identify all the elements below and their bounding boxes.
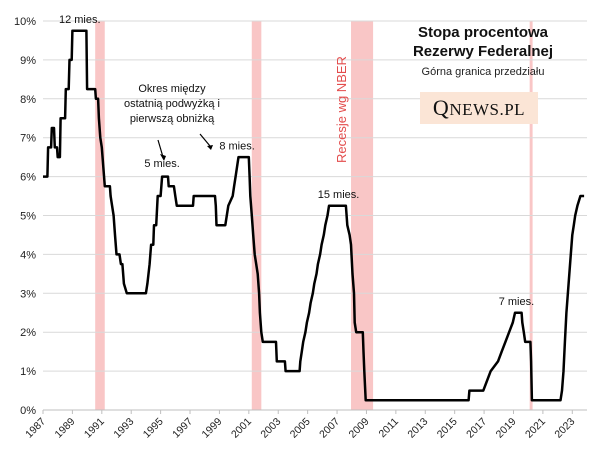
x-tick-label: 2007 — [317, 416, 342, 441]
x-tick-label: 2011 — [377, 416, 402, 441]
arrow-head-8-mies — [207, 145, 213, 150]
y-tick-label: 6% — [20, 172, 36, 184]
arrow-to-5-mies — [157, 139, 164, 158]
rate-series — [43, 29, 585, 402]
x-tick-label: 2005 — [288, 416, 313, 441]
ann-7: 7 mies. — [499, 296, 534, 308]
gridlines — [43, 20, 587, 372]
x-tick-label: 2023 — [552, 416, 577, 441]
note-line-3: pierwszą obniżką — [129, 113, 215, 125]
note-line-1: Okres między — [138, 83, 206, 95]
x-tick-label: 1991 — [82, 416, 107, 441]
y-tick-label: 7% — [20, 133, 36, 145]
ann-12: 12 mies. — [59, 14, 101, 26]
x-tick-label: 1993 — [111, 416, 136, 441]
x-tick-label: 2017 — [464, 416, 489, 441]
series-line — [43, 29, 585, 402]
logo-rest: NEWS.PL — [449, 100, 526, 119]
y-tick-label: 4% — [20, 249, 36, 261]
note-line-2: ostatnią podwyżką i — [124, 98, 220, 110]
y-tick-label: 5% — [20, 211, 36, 223]
recession-label: Recesje wg NBER — [334, 56, 349, 163]
chart-subtitle: Górna granica przedziału — [421, 66, 545, 78]
chart-title-line2: Rezerwy Federalnej — [412, 43, 554, 60]
ann-15: 15 mies. — [318, 189, 360, 201]
logo-initial: Q — [432, 95, 450, 120]
arrow-to-8-mies — [199, 133, 211, 147]
y-tick-label: 0% — [20, 405, 36, 417]
x-tick-label: 1997 — [170, 416, 195, 441]
ann-8: 8 mies. — [219, 140, 254, 152]
x-tick-label: 2003 — [258, 416, 283, 441]
note-annotation: Okres między ostatnią podwyżką i pierwsz… — [112, 82, 232, 127]
x-tick-label: 1999 — [200, 416, 225, 441]
x-tick-label: 1989 — [53, 416, 78, 441]
x-tick-label: 2009 — [347, 416, 372, 441]
x-tick-label: 2001 — [229, 416, 254, 441]
qnews-logo: QNEWS.PL — [420, 92, 538, 124]
x-tick-label: 2019 — [494, 416, 519, 441]
y-tick-label: 2% — [20, 327, 36, 339]
y-tick-label: 3% — [20, 288, 36, 300]
annotation-arrows — [157, 133, 213, 161]
y-tick-label: 10% — [14, 16, 36, 28]
annotation-labels: 12 mies. 5 mies. 8 mies. 15 mies. 7 mies. — [59, 14, 534, 308]
arrow-head-5-mies — [160, 154, 166, 161]
ann-5: 5 mies. — [144, 158, 179, 170]
chart-title: Stopa procentowa — [417, 24, 548, 41]
x-tick-label: 1987 — [23, 416, 48, 441]
x-tick-label: 2015 — [435, 416, 460, 441]
y-tick-label: 9% — [20, 55, 36, 67]
y-tick-label: 8% — [20, 94, 36, 106]
x-tick-label: 2021 — [523, 416, 548, 441]
x-tick-label: 2013 — [405, 416, 430, 441]
x-tick-label: 1995 — [141, 416, 166, 441]
y-tick-label: 1% — [20, 366, 36, 378]
